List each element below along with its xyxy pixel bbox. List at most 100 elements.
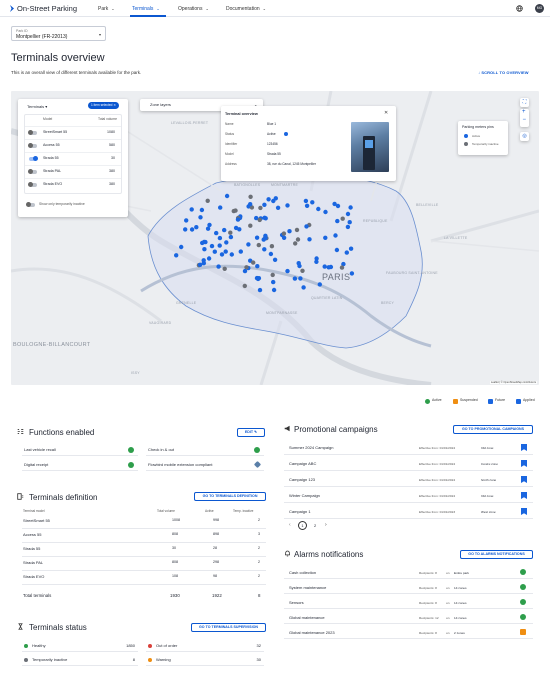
terminal-pin[interactable] bbox=[275, 205, 281, 210]
scroll-to-overview-link[interactable]: ↓ SCROLL TO OVERVIEW bbox=[478, 70, 529, 75]
terminal-pin[interactable] bbox=[223, 249, 228, 254]
terminal-pin[interactable] bbox=[235, 217, 241, 222]
zoom-out-icon[interactable]: − bbox=[522, 117, 527, 123]
terminals-panel-title[interactable]: Terminals ▾ bbox=[27, 104, 48, 109]
terminal-pin[interactable] bbox=[269, 244, 275, 249]
terminal-pin[interactable] bbox=[183, 227, 188, 232]
terminal-pin[interactable] bbox=[293, 241, 298, 246]
alarm-row[interactable]: Global maintenance Recipients: 12 on 14 zon… bbox=[284, 611, 533, 624]
terminal-pin[interactable] bbox=[271, 279, 276, 285]
terminal-pin[interactable] bbox=[271, 198, 276, 204]
terminal-pin[interactable] bbox=[316, 206, 321, 212]
terminal-pin[interactable] bbox=[348, 205, 353, 210]
terminals-map[interactable]: LEVALLOIS-PERRET CLICHY SAINT-OUEN MONTM… bbox=[11, 91, 539, 385]
terminal-pin[interactable] bbox=[349, 271, 355, 276]
alarm-row[interactable]: Cash collection Recipients: 8 on Entire par… bbox=[284, 566, 533, 579]
terminal-pin[interactable] bbox=[281, 235, 287, 240]
terminal-pin[interactable] bbox=[348, 246, 354, 251]
zoom-in-icon[interactable]: + bbox=[522, 109, 526, 115]
terminal-pin[interactable] bbox=[202, 247, 207, 252]
terminal-pin[interactable] bbox=[233, 225, 239, 231]
terminal-filter-row[interactable]: Strada 55 30 bbox=[25, 152, 121, 164]
terminal-pin[interactable] bbox=[231, 208, 236, 214]
terminal-pin[interactable] bbox=[222, 266, 227, 271]
terminal-pin[interactable] bbox=[303, 198, 309, 204]
terminal-pin[interactable] bbox=[174, 253, 179, 258]
campaign-row[interactable]: Winter Campaign Effective from: 01/01/202… bbox=[284, 489, 533, 503]
go-to-promotions-button[interactable]: GO TO PROMOTIONAL CAMPAIGNS bbox=[453, 425, 533, 434]
terminal-pin[interactable] bbox=[310, 200, 315, 205]
terminal-pin[interactable] bbox=[216, 264, 221, 269]
terminal-pin[interactable] bbox=[199, 207, 205, 213]
terminal-pin[interactable] bbox=[339, 265, 345, 270]
terminal-pin[interactable] bbox=[345, 211, 351, 217]
terminal-filter-row[interactable]: Strada PAL 380 bbox=[25, 165, 121, 177]
terminal-pin[interactable] bbox=[301, 285, 306, 290]
terminal-pin[interactable] bbox=[294, 227, 300, 233]
terminal-filter-row[interactable]: Access 55 580 bbox=[25, 139, 121, 151]
terminal-pin[interactable] bbox=[248, 202, 253, 207]
campaign-row[interactable]: Campaign ABC Effective from: 01/01/2024 Ce… bbox=[284, 457, 533, 471]
terminal-pin[interactable] bbox=[257, 217, 262, 223]
terminal-pin[interactable] bbox=[262, 247, 267, 252]
locate-icon[interactable]: ◎ bbox=[520, 132, 529, 141]
nav-terminals[interactable]: Terminals ⌄ bbox=[132, 5, 160, 12]
terminal-pin[interactable] bbox=[340, 216, 345, 221]
terminal-pin[interactable] bbox=[300, 268, 305, 273]
go-to-alarms-button[interactable]: GO TO ALARMS NOTIFICATIONS bbox=[460, 550, 533, 559]
terminal-pin[interactable] bbox=[258, 205, 263, 211]
terminal-pin[interactable] bbox=[201, 258, 206, 263]
terminal-pin[interactable] bbox=[238, 249, 243, 254]
prev-page-icon[interactable]: ‹ bbox=[289, 522, 291, 528]
terminal-pin[interactable] bbox=[217, 243, 222, 248]
terminal-pin[interactable] bbox=[333, 233, 338, 238]
terminal-pin[interactable] bbox=[224, 193, 230, 199]
selection-badge[interactable]: 1 item selected ✕ bbox=[88, 102, 120, 109]
terminal-pin[interactable] bbox=[228, 230, 233, 235]
terminal-pin[interactable] bbox=[322, 264, 327, 269]
terminal-pin[interactable] bbox=[217, 235, 223, 241]
terminal-pin[interactable] bbox=[198, 215, 203, 220]
terminal-pin[interactable] bbox=[189, 227, 195, 232]
edit-functions-button[interactable]: EDIT ✎ bbox=[237, 428, 265, 437]
terminal-pin[interactable] bbox=[229, 252, 234, 257]
campaign-row[interactable]: Campaign 1 Effective from: 01/01/2023 West… bbox=[284, 505, 533, 519]
terminal-pin[interactable] bbox=[332, 201, 337, 207]
go-to-supervision-button[interactable]: GO TO TERMINALS SUPERVISION bbox=[191, 623, 266, 632]
terminal-pin[interactable] bbox=[314, 256, 319, 261]
terminal-pin[interactable] bbox=[335, 218, 340, 224]
terminal-pin[interactable] bbox=[184, 218, 189, 223]
terminal-pin[interactable] bbox=[248, 194, 253, 199]
terminal-pin[interactable] bbox=[242, 268, 248, 274]
page-1[interactable]: 1 bbox=[298, 521, 307, 530]
terminal-pin[interactable] bbox=[189, 207, 194, 212]
nav-park[interactable]: Park ⌄ bbox=[98, 5, 115, 12]
terminal-pin[interactable] bbox=[205, 226, 211, 231]
terminal-pin[interactable] bbox=[285, 203, 290, 208]
terminal-pin[interactable] bbox=[304, 224, 309, 229]
terminal-pin[interactable] bbox=[341, 261, 346, 267]
terminal-pin[interactable] bbox=[194, 225, 199, 230]
terminal-pin[interactable] bbox=[202, 239, 207, 245]
terminal-pin[interactable] bbox=[207, 222, 212, 228]
terminal-filter-row[interactable]: Strada EVO 380 bbox=[25, 178, 121, 190]
terminal-pin[interactable] bbox=[317, 282, 322, 287]
terminal-pin[interactable] bbox=[256, 276, 262, 281]
terminal-pin[interactable] bbox=[334, 247, 340, 253]
terminal-pin[interactable] bbox=[287, 229, 292, 234]
terminal-pin[interactable] bbox=[335, 203, 341, 209]
terminal-pin[interactable] bbox=[206, 256, 212, 261]
terminal-filter-toggle[interactable] bbox=[28, 169, 37, 174]
nav-documentation[interactable]: Documentation ⌄ bbox=[226, 5, 266, 12]
park-select[interactable]: Park ID Montpellier (FR-22013) ▾ bbox=[11, 26, 106, 41]
alarm-row[interactable]: Sensors Recipients: 8 on 14 zones bbox=[284, 596, 533, 609]
terminal-pin[interactable] bbox=[266, 197, 271, 202]
terminal-pin[interactable] bbox=[285, 268, 290, 274]
terminal-pin[interactable] bbox=[255, 264, 260, 269]
terminal-pin[interactable] bbox=[262, 202, 267, 207]
terminal-pin[interactable] bbox=[262, 215, 267, 220]
terminal-pin[interactable] bbox=[268, 251, 274, 257]
globe-icon[interactable] bbox=[516, 5, 523, 12]
terminal-pin[interactable] bbox=[254, 235, 260, 240]
campaign-row[interactable]: Campaign 123 Effective from: 01/01/2024 No… bbox=[284, 473, 533, 487]
